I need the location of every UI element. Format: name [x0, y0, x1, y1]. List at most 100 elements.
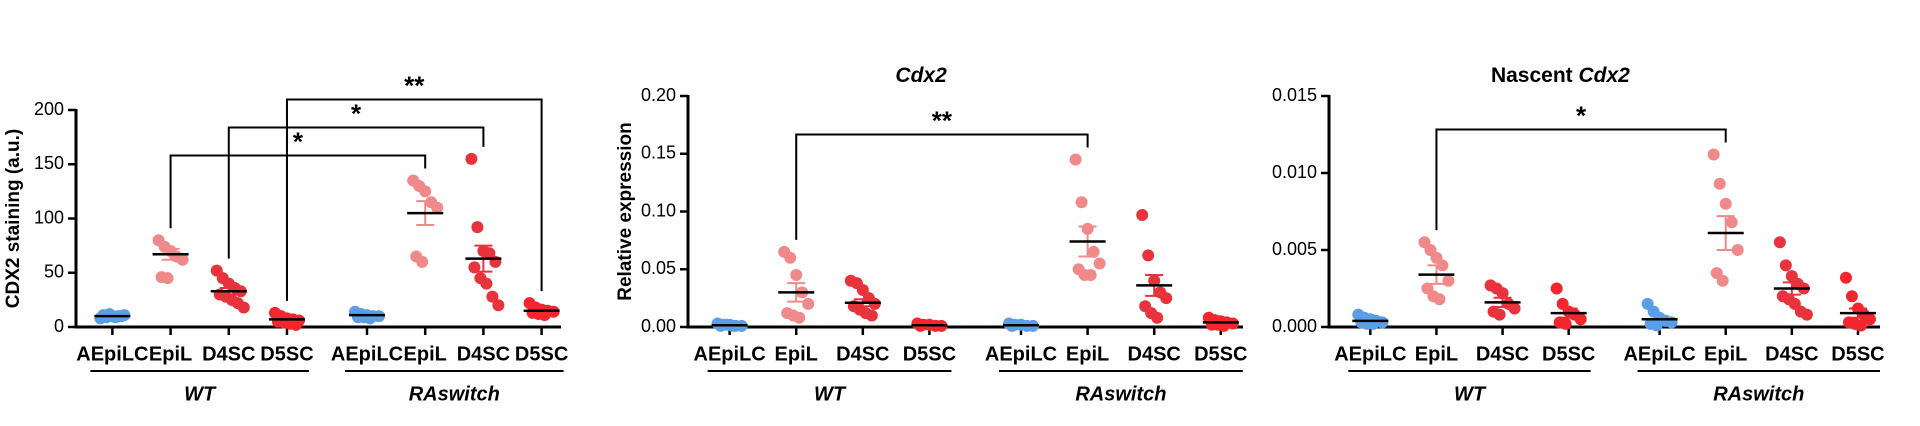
x-tick-label: EpiL — [1415, 343, 1458, 365]
x-tick-label: EpiL — [149, 343, 192, 365]
data-point — [1574, 313, 1587, 326]
data-point — [1716, 274, 1729, 287]
data-point — [1142, 249, 1155, 262]
data-point — [1508, 302, 1521, 315]
data-point — [1559, 317, 1572, 330]
significance-bracket — [169, 154, 427, 229]
y-tick-label: 100 — [34, 207, 64, 227]
data-point — [161, 272, 174, 285]
x-tick-label: D5SC — [515, 343, 568, 365]
x-tick-label: D4SC — [457, 343, 510, 365]
significance-label: * — [351, 98, 362, 128]
data-point — [1075, 196, 1088, 209]
data-point — [431, 201, 444, 214]
data-point — [1707, 148, 1720, 161]
x-tick-label: D5SC — [1194, 343, 1247, 365]
significance-bracket — [285, 98, 543, 301]
data-point — [1725, 216, 1738, 229]
data-point — [1151, 311, 1164, 324]
data-point — [865, 309, 878, 322]
chart-title: Cdx2 — [895, 64, 947, 87]
significance-bracket — [795, 133, 1089, 240]
chart-title: Nascent Cdx2 — [1491, 64, 1630, 87]
y-tick-label: 0.10 — [641, 200, 676, 220]
data-point — [1069, 153, 1082, 166]
data-point — [486, 290, 499, 303]
y-tick-label: 0.010 — [1272, 162, 1317, 182]
significance-label: ** — [932, 105, 953, 135]
data-point — [1087, 245, 1100, 258]
group-label: WT — [1454, 383, 1487, 405]
x-tick-label: D4SC — [1128, 343, 1181, 365]
x-tick-label: EpiL — [1066, 343, 1109, 365]
significance-label: * — [293, 126, 304, 156]
data-point — [1550, 282, 1563, 295]
y-tick-label: 0.005 — [1272, 239, 1317, 259]
data-point — [1093, 257, 1106, 270]
title-italic: Cdx2 — [895, 64, 947, 87]
y-axis-label: CDX2 staining (a.u.) — [3, 129, 24, 308]
significance-label: ** — [404, 70, 425, 100]
y-tick-label: 0.05 — [641, 258, 676, 278]
data-point — [468, 261, 481, 274]
group-label: WT — [814, 383, 847, 405]
x-tick-label: D5SC — [1831, 343, 1884, 365]
x-tick-label: AEpiLC — [1623, 343, 1695, 365]
x-tick-label: AEpiLC — [76, 343, 148, 365]
data-point — [1493, 308, 1506, 321]
y-tick-label: 0 — [54, 316, 64, 336]
data-point — [1854, 319, 1867, 332]
data-point — [1496, 287, 1509, 300]
x-tick-label: D4SC — [836, 343, 889, 365]
x-tick-label: D5SC — [260, 343, 313, 365]
data-point — [480, 277, 493, 290]
x-tick-label: EpiL — [404, 343, 447, 365]
data-point — [176, 253, 189, 266]
data-point — [1800, 308, 1813, 321]
group-label: RAswitch — [409, 383, 500, 405]
data-point — [1779, 259, 1792, 272]
data-point — [1650, 319, 1663, 332]
data-point — [1433, 293, 1446, 306]
data-point — [784, 251, 797, 264]
data-point — [471, 221, 484, 234]
x-tick-label: D4SC — [1765, 343, 1818, 365]
data-point — [1442, 274, 1455, 287]
x-tick-label: D4SC — [1476, 343, 1529, 365]
data-point — [1713, 177, 1726, 190]
data-point — [237, 301, 250, 314]
y-axis-label: Relative expression — [615, 122, 636, 300]
data-point — [1839, 271, 1852, 284]
significance-bracket — [1435, 128, 1727, 231]
y-tick-label: 0.000 — [1272, 316, 1317, 336]
x-tick-label: AEpiLC — [694, 343, 766, 365]
significance-label: * — [1576, 100, 1587, 130]
data-point — [790, 269, 803, 282]
x-tick-label: EpiL — [775, 343, 818, 365]
data-point — [419, 185, 432, 198]
x-tick-label: AEpiLC — [985, 343, 1057, 365]
group-label: RAswitch — [1075, 383, 1166, 405]
group-label: WT — [184, 383, 217, 405]
x-tick-label: AEpiLC — [1334, 343, 1406, 365]
x-tick-label: D5SC — [903, 343, 956, 365]
group-label: RAswitch — [1713, 383, 1804, 405]
y-tick-label: 0.15 — [641, 143, 676, 163]
x-tick-label: D4SC — [202, 343, 255, 365]
data-point — [793, 311, 806, 324]
title-text: Nascent — [1491, 64, 1573, 87]
data-point — [1084, 269, 1097, 282]
y-tick-label: 0.015 — [1272, 85, 1317, 105]
data-point — [289, 318, 302, 331]
data-point — [1719, 197, 1732, 210]
y-tick-label: 150 — [34, 153, 64, 173]
y-tick-label: 0.00 — [641, 316, 676, 336]
data-point — [483, 247, 496, 260]
data-point — [1731, 244, 1744, 256]
data-point — [465, 152, 478, 165]
significance-bracket — [227, 126, 485, 259]
data-point — [492, 299, 505, 312]
x-tick-label: AEpiLC — [331, 343, 403, 365]
